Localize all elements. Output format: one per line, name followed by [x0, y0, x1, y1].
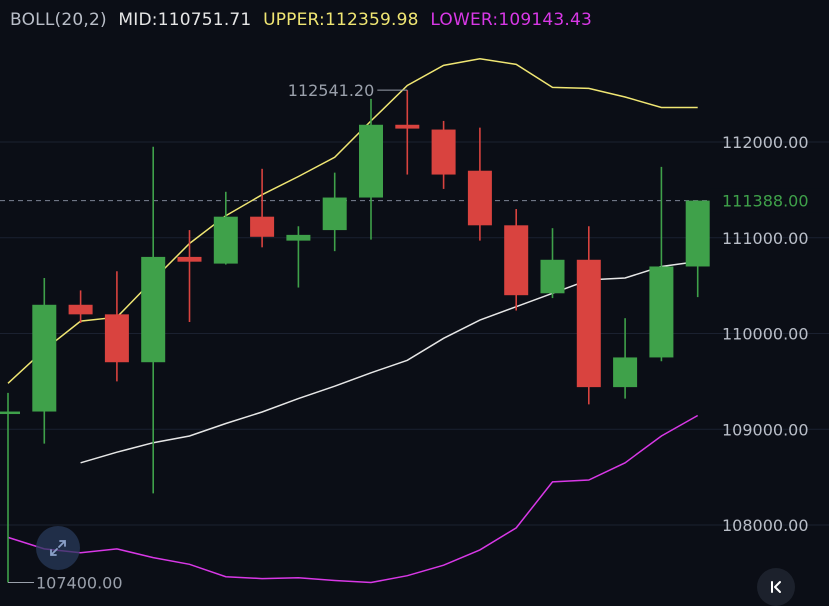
current-price-label: 111388.00 [722, 192, 809, 211]
candle-up [540, 228, 565, 299]
candle-down [250, 168, 275, 248]
candle-up [613, 318, 638, 399]
candle-body [104, 314, 129, 363]
jump-to-latest-button[interactable] [757, 568, 795, 606]
candle-up [0, 392, 20, 583]
candle-up [322, 172, 347, 252]
candle-body [395, 124, 420, 129]
candle-body [649, 266, 674, 358]
boll-lower-line [7, 414, 699, 584]
boll-header: BOLL(20,2) MID:110751.71 UPPER:112359.98… [10, 10, 598, 30]
candle-down [395, 90, 420, 175]
candle-down [177, 230, 202, 323]
candle-body [613, 357, 638, 388]
boll-mid-line [80, 260, 698, 464]
candle-body [141, 256, 166, 363]
boll-upper-value: UPPER:112359.98 [263, 10, 419, 30]
candle-down [576, 226, 601, 405]
expand-button[interactable] [36, 526, 80, 570]
candle-up [649, 166, 674, 362]
candle-body [322, 197, 347, 231]
boll-lower-value: LOWER:109143.43 [430, 10, 593, 30]
candle-body [540, 259, 565, 294]
candle-up [141, 146, 166, 494]
candle-body [0, 411, 20, 415]
candle-up [685, 200, 710, 298]
candle-up [213, 191, 238, 265]
candle-body [685, 200, 710, 267]
candle-body [576, 259, 601, 388]
candle-down [431, 120, 456, 189]
candle-up [32, 277, 57, 444]
candle-body [431, 129, 456, 175]
boll-mid-value: MID:110751.71 [118, 10, 252, 30]
candle-body [286, 234, 311, 241]
y-tick-label: 112000.00 [722, 133, 809, 152]
boll-label: BOLL(20,2) [10, 10, 107, 30]
candle-down [467, 127, 492, 241]
candle-up [359, 98, 383, 240]
low-marker-label: 107400.00 [36, 573, 123, 592]
candle-up [286, 226, 311, 288]
candle-down [504, 209, 529, 311]
expand-icon [50, 540, 66, 556]
jump-to-start-icon [771, 581, 781, 593]
candle-body [359, 124, 383, 198]
candle-down [104, 271, 129, 382]
candle-down [68, 290, 93, 323]
candle-body [68, 304, 93, 315]
boll-upper-line [7, 57, 698, 384]
y-tick-label: 109000.00 [722, 420, 809, 439]
y-tick-label: 110000.00 [722, 325, 809, 344]
candle-body [32, 304, 57, 412]
high-marker-label: 112541.20 [288, 81, 375, 100]
candle-body [177, 256, 202, 262]
candle-body [504, 225, 529, 296]
candle-body [250, 216, 275, 237]
y-tick-label: 108000.00 [722, 516, 809, 535]
candle-body [467, 170, 492, 226]
current-price-box [710, 188, 829, 213]
y-tick-label: 111000.00 [722, 229, 809, 248]
candle-body [213, 216, 238, 264]
